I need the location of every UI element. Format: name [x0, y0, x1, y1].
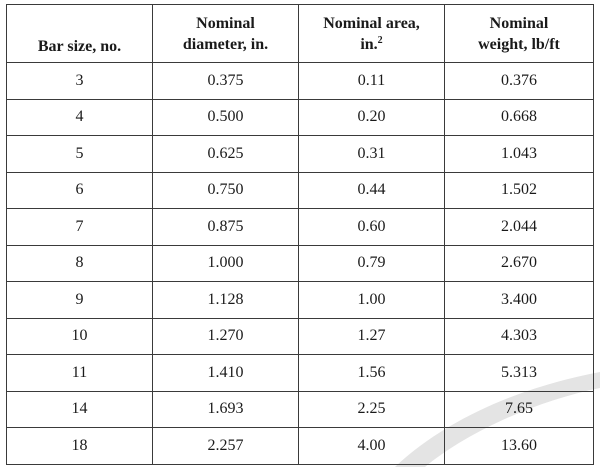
- cell-nominal-area: 4.00: [298, 427, 445, 465]
- header-bar-size: Bar size, no.: [6, 4, 153, 63]
- cell-nominal-area: 0.44: [298, 171, 445, 209]
- cell-nominal-weight: 13.60: [444, 427, 594, 465]
- cell-bar-size: 6: [6, 171, 153, 209]
- cell-nominal-diameter: 2.257: [152, 427, 299, 465]
- header-row: Bar size, no. Nominal diameter, in. Nomi…: [6, 4, 594, 63]
- header-line: Nominal: [196, 14, 255, 32]
- table-row: 4 0.500 0.20 0.668: [6, 98, 594, 136]
- cell-nominal-diameter: 0.500: [152, 98, 299, 136]
- header-line-text: in.: [360, 35, 378, 53]
- header-line: in.2: [299, 34, 444, 55]
- cell-bar-size: 8: [6, 244, 153, 282]
- cell-bar-size: 5: [6, 135, 153, 173]
- cell-nominal-diameter: 1.270: [152, 317, 299, 355]
- cell-nominal-area: 0.20: [298, 98, 445, 136]
- table-row: 7 0.875 0.60 2.044: [6, 208, 594, 246]
- cell-bar-size: 11: [6, 354, 153, 392]
- table-row: 5 0.625 0.31 1.043: [6, 135, 594, 173]
- cell-nominal-weight: 4.303: [444, 317, 594, 355]
- header-line: diameter, in.: [182, 35, 269, 53]
- cell-nominal-area: 1.00: [298, 281, 445, 319]
- table-row: 14 1.693 2.25 7.65: [6, 390, 594, 428]
- cell-nominal-weight: 0.668: [444, 98, 594, 136]
- cell-nominal-diameter: 1.410: [152, 354, 299, 392]
- cell-nominal-weight: 3.400: [444, 281, 594, 319]
- cell-nominal-weight: 7.65: [444, 390, 594, 428]
- rebar-properties-table: Bar size, no. Nominal diameter, in. Nomi…: [6, 4, 594, 465]
- cell-nominal-diameter: 0.875: [152, 208, 299, 246]
- cell-nominal-area: 0.11: [298, 62, 445, 100]
- header-line: Nominal area,: [323, 14, 420, 32]
- cell-nominal-diameter: 0.375: [152, 62, 299, 100]
- cell-nominal-diameter: 1.000: [152, 244, 299, 282]
- cell-bar-size: 4: [6, 98, 153, 136]
- header-line: Bar size, no.: [37, 38, 122, 55]
- table-body: 3 0.375 0.11 0.376 4 0.500 0.20 0.668 5 0.625 0.31…: [6, 62, 594, 465]
- table-row: 11 1.410 1.56 5.313: [6, 354, 594, 392]
- cell-bar-size: 14: [6, 390, 153, 428]
- table-row: 10 1.270 1.27 4.303: [6, 317, 594, 355]
- header-line: Nominal: [489, 14, 549, 32]
- table-row: 3 0.375 0.11 0.376: [6, 62, 594, 100]
- cell-bar-size: 3: [6, 62, 153, 100]
- cell-nominal-area: 1.56: [298, 354, 445, 392]
- cell-nominal-weight: 1.502: [444, 171, 594, 209]
- cell-nominal-weight: 2.670: [444, 244, 594, 282]
- table-row: 8 1.000 0.79 2.670: [6, 244, 594, 282]
- cell-nominal-weight: 0.376: [444, 62, 594, 100]
- cell-nominal-diameter: 0.750: [152, 171, 299, 209]
- header-line: weight, lb/ft: [478, 35, 560, 53]
- cell-nominal-diameter: 1.128: [152, 281, 299, 319]
- cell-bar-size: 18: [6, 427, 153, 465]
- cell-nominal-area: 0.31: [298, 135, 445, 173]
- cell-nominal-weight: 5.313: [444, 354, 594, 392]
- cell-nominal-area: 1.27: [298, 317, 445, 355]
- cell-nominal-diameter: 0.625: [152, 135, 299, 173]
- cell-nominal-weight: 1.043: [444, 135, 594, 173]
- header-nominal-weight: Nominal weight, lb/ft: [444, 4, 594, 63]
- table-row: 9 1.128 1.00 3.400: [6, 281, 594, 319]
- cell-nominal-diameter: 1.693: [152, 390, 299, 428]
- cell-nominal-area: 2.25: [298, 390, 445, 428]
- cell-bar-size: 10: [6, 317, 153, 355]
- cell-nominal-area: 0.60: [298, 208, 445, 246]
- header-nominal-diameter: Nominal diameter, in.: [152, 4, 299, 63]
- superscript: 2: [377, 34, 383, 46]
- table-row: 6 0.750 0.44 1.502: [6, 171, 594, 209]
- table-row: 18 2.257 4.00 13.60: [6, 427, 594, 465]
- cell-bar-size: 7: [6, 208, 153, 246]
- cell-nominal-weight: 2.044: [444, 208, 594, 246]
- cell-nominal-area: 0.79: [298, 244, 445, 282]
- header-nominal-area: Nominal area, in.2: [298, 4, 445, 63]
- cell-bar-size: 9: [6, 281, 153, 319]
